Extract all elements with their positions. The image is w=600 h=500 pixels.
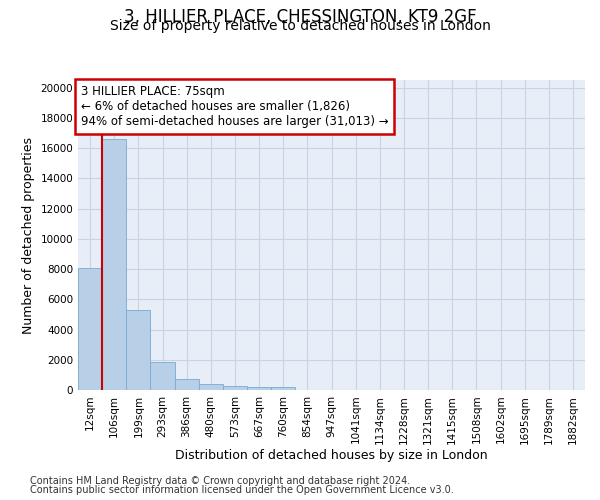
- Text: 3, HILLIER PLACE, CHESSINGTON, KT9 2GF: 3, HILLIER PLACE, CHESSINGTON, KT9 2GF: [124, 8, 476, 26]
- Bar: [271, 387, 295, 390]
- Y-axis label: Number of detached properties: Number of detached properties: [22, 136, 35, 334]
- Text: Contains HM Land Registry data © Crown copyright and database right 2024.: Contains HM Land Registry data © Crown c…: [30, 476, 410, 486]
- Bar: [151, 362, 175, 390]
- X-axis label: Distribution of detached houses by size in London: Distribution of detached houses by size …: [175, 449, 488, 462]
- Text: Contains public sector information licensed under the Open Government Licence v3: Contains public sector information licen…: [30, 485, 454, 495]
- Text: Size of property relative to detached houses in London: Size of property relative to detached ho…: [110, 19, 490, 33]
- Bar: [175, 380, 199, 390]
- Bar: [247, 386, 271, 390]
- Bar: [199, 384, 223, 390]
- Bar: [126, 310, 151, 390]
- Bar: [223, 386, 247, 390]
- Bar: [78, 268, 102, 390]
- Text: 3 HILLIER PLACE: 75sqm
← 6% of detached houses are smaller (1,826)
94% of semi-d: 3 HILLIER PLACE: 75sqm ← 6% of detached …: [81, 84, 389, 128]
- Bar: [102, 139, 126, 390]
